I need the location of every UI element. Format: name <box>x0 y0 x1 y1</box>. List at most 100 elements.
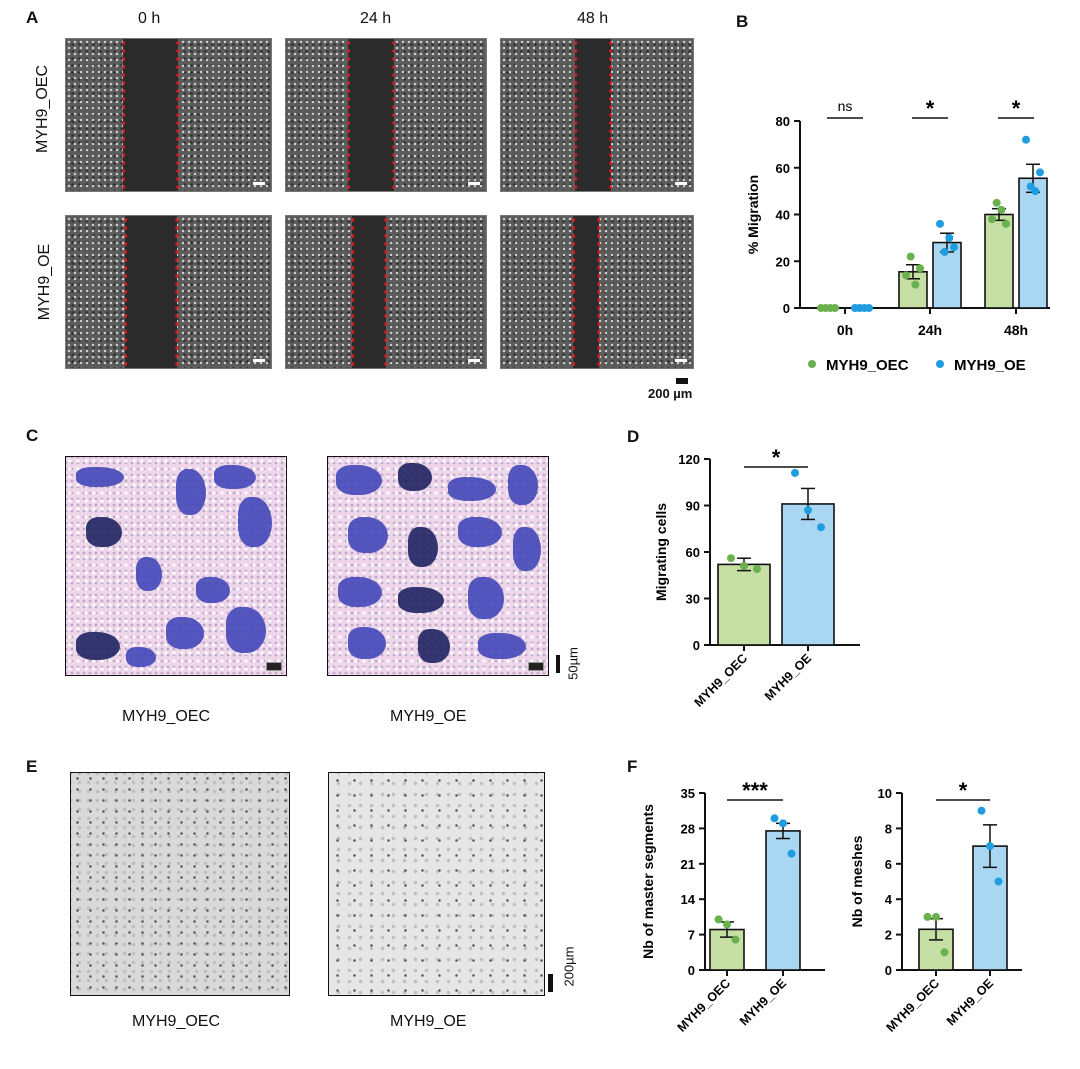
chart-b-y-tick-label-4: 80 <box>776 114 790 129</box>
chart-b-svg: 0 20 40 60 80 % Migration 0h ns 24h * 48h * MYH9_OEC… <box>745 96 1050 374</box>
scale-bar-a-label: 200 µm <box>648 386 693 401</box>
chart-d-1-bar <box>781 503 835 646</box>
chart-b-oec-2-bar <box>984 213 1014 309</box>
chart-f1-0-bar <box>709 928 745 971</box>
chart-d-y-tick-label-4: 120 <box>678 452 700 467</box>
chart-f2-x-label-1: MYH9_OE <box>944 976 996 1028</box>
chart-d-y-tick-label-3: 90 <box>686 499 700 514</box>
chart-f2-y-tick-label-4: 8 <box>885 821 892 836</box>
scale-bar-c-label: 50µm <box>565 647 581 680</box>
chart-f1-y-tick-label-4: 28 <box>681 821 695 836</box>
transwell-label-oec: MYH9_OEC <box>122 708 211 725</box>
chart-b-1-sig-label: * <box>926 96 935 121</box>
chart-d-x-label-0: MYH9_OEC <box>692 651 751 710</box>
chart-f1-x-label-1: MYH9_OE <box>737 976 789 1028</box>
chart-b-oec-2-point-3 <box>1002 219 1010 228</box>
chart-f2-y-label: Nb of meshes <box>850 835 865 927</box>
chart-b-oec-2-point-2 <box>997 205 1006 214</box>
chart-f1-1-point-1 <box>779 819 787 828</box>
chart-b-oe-2-point-3 <box>1036 168 1044 177</box>
transwell-label-oe: MYH9_OE <box>390 708 467 725</box>
chart-f1-y-tick-label-0: 0 <box>688 963 695 978</box>
scale-bar-c <box>556 655 560 673</box>
chart-f1-sig-label: *** <box>742 778 768 803</box>
chart-f2-svg: 0 2 4 6 8 10 Nb of meshes MYH9_OEC MYH9_OE * <box>850 778 1022 1035</box>
wound-image-oec-48h <box>500 38 694 192</box>
chart-f1-0-point-0 <box>714 915 723 924</box>
tube-image-oec <box>70 772 290 996</box>
chart-d-0-bar <box>717 563 771 646</box>
chart-f2-0-point-1 <box>932 912 940 921</box>
chart-d-y-tick-label-2: 60 <box>686 545 700 560</box>
chart-f1-x-label-0: MYH9_OEC <box>675 976 734 1035</box>
chart-b-y-label: % Migration <box>745 175 761 254</box>
chart-b-oe-2-point-2 <box>1031 187 1040 196</box>
chart-f2-y-tick-label-3: 6 <box>885 857 892 872</box>
chart-d-0-point-0 <box>727 554 735 563</box>
panel-letter-a: A <box>26 8 39 27</box>
chart-b-oec-0-point-3 <box>831 304 839 312</box>
chart-b-oe-1-point-0 <box>936 219 944 228</box>
chart-d-y-label: Migrating cells <box>653 503 669 601</box>
chart-f1-0-point-2 <box>731 935 740 944</box>
transwell-image-oe <box>327 456 549 676</box>
chart-b-oec-2-point-0 <box>988 215 996 224</box>
transwell-image-oec <box>65 456 287 676</box>
chart-f2-0-point-2 <box>940 948 949 957</box>
chart-b-legend-oec-marker <box>808 360 816 368</box>
wound-image-oe-24h <box>285 215 487 369</box>
chart-d-sig-label: * <box>772 445 781 470</box>
chart-f2-y-tick-label-0: 0 <box>885 963 892 978</box>
chart-f2-1-point-1 <box>986 842 994 851</box>
chart-f2-0-point-0 <box>923 912 932 921</box>
time-label-48h: 48 h <box>577 10 609 27</box>
chart-f2-1-point-2 <box>994 877 1003 886</box>
chart-d-svg: 0 30 60 90 120 Migrating cells MYH9_OEC MYH9_OE… <box>653 445 860 710</box>
chart-b-oe-1-point-3 <box>950 243 958 252</box>
panel-letter-d: D <box>627 427 640 446</box>
chart-b-legend-oe-marker <box>936 360 944 368</box>
scale-bar-a <box>676 378 688 384</box>
tube-label-oe: MYH9_OE <box>390 1013 467 1030</box>
chart-b-legend-oe: MYH9_OE <box>954 357 1026 374</box>
chart-b-oec-1-point-3 <box>916 264 924 273</box>
panel-letter-f: F <box>627 757 638 776</box>
chart-b-y-tick-label-3: 60 <box>776 161 790 176</box>
wound-image-oe-48h <box>500 215 694 369</box>
chart-f1-0-point-1 <box>723 920 731 929</box>
row-label-oec: MYH9_OEC <box>34 64 51 154</box>
chart-d-y-tick-label-0: 0 <box>693 638 700 653</box>
chart-b-oec-1-point-2 <box>911 280 920 289</box>
chart-f1-y-tick-label-1: 7 <box>688 928 695 943</box>
time-label-24h: 24 h <box>360 10 392 27</box>
chart-b-0-sig-label: ns <box>838 98 853 114</box>
chart-f1-1-point-2 <box>787 849 796 858</box>
chart-b-y-tick-label-0: 0 <box>783 301 790 316</box>
chart-b-y-tick-label-2: 40 <box>776 208 790 223</box>
chart-f2-1-point-0 <box>977 806 986 815</box>
chart-d-0-point-2 <box>753 565 761 574</box>
wound-image-oec-24h <box>285 38 487 192</box>
chart-f1-svg: 0 7 14 21 28 35 Nb of master segments MYH9_OEC M… <box>640 778 825 1035</box>
chart-f1-y-tick-label-2: 14 <box>681 892 696 907</box>
chart-f2-y-tick-label-1: 2 <box>885 928 892 943</box>
chart-b-oec-1-point-1 <box>906 252 915 261</box>
chart-f2-y-tick-label-5: 10 <box>878 786 892 801</box>
scale-bar-e-label: 200µm <box>561 946 577 987</box>
wound-image-oe-0h <box>65 215 272 369</box>
chart-f2-sig-label: * <box>959 778 968 803</box>
chart-b-legend-oec: MYH9_OEC <box>826 357 909 374</box>
chart-d-0-point-1 <box>740 561 748 570</box>
chart-b-x-label-2: 48h <box>1004 322 1028 338</box>
chart-b-oec-1-point-0 <box>902 271 910 280</box>
chart-f2-x-label-0: MYH9_OEC <box>884 976 943 1035</box>
row-label-oe: MYH9_OE <box>36 243 53 321</box>
chart-b-y-tick-label-1: 20 <box>776 254 790 269</box>
chart-f1-y-tick-label-5: 35 <box>681 786 695 801</box>
chart-d-1-point-2 <box>817 523 825 532</box>
chart-b-oe-2-point-0 <box>1022 135 1030 144</box>
scale-bar-e <box>548 974 553 992</box>
chart-b-oe-1-point-1 <box>940 247 949 256</box>
chart-b-x-label-0: 0h <box>837 322 853 338</box>
panel-letter-e: E <box>26 757 38 776</box>
